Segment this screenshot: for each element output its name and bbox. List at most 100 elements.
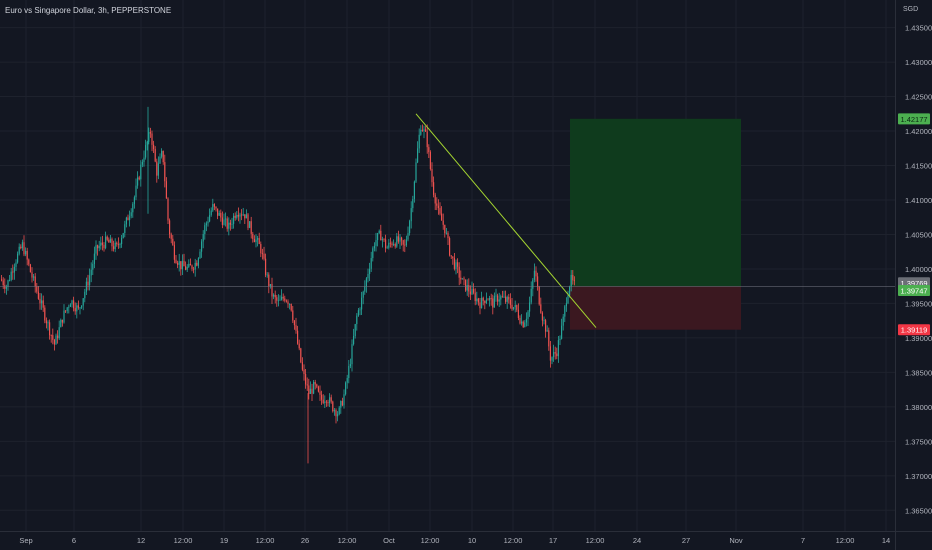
candle-body: [181, 260, 183, 270]
candle-body: [325, 401, 327, 403]
candle-body: [225, 218, 227, 220]
candle-body: [189, 263, 191, 266]
candle-body: [138, 177, 140, 180]
candle-body: [186, 266, 188, 270]
candle-body: [15, 262, 17, 267]
candle-body: [353, 335, 355, 345]
candle-body: [130, 212, 132, 217]
candle-body: [417, 148, 419, 163]
candle-body: [573, 280, 575, 282]
entry-price-tag-bg: [898, 285, 930, 297]
candle-body: [213, 204, 215, 207]
candle-body: [68, 306, 70, 308]
candle-body: [137, 177, 139, 186]
candle-body: [202, 234, 204, 242]
candle-body: [361, 297, 363, 310]
candle-body: [425, 129, 427, 132]
candle-body: [173, 245, 175, 260]
candle-body: [301, 362, 303, 370]
candle-body: [229, 222, 231, 225]
candle-body: [324, 401, 326, 403]
x-tick-label: 12:00: [174, 536, 193, 545]
x-tick-label: Oct: [383, 536, 396, 545]
candle-body: [5, 286, 7, 289]
candle-body: [460, 277, 462, 280]
candle-body: [516, 305, 518, 310]
candle-body: [532, 279, 534, 289]
candle-body: [18, 246, 20, 254]
candle-body: [165, 181, 167, 199]
candle-body: [452, 256, 454, 259]
candle-body: [285, 300, 287, 302]
candle-body: [231, 223, 233, 225]
candle-body: [250, 221, 252, 234]
candle-body: [468, 285, 470, 292]
x-tick-label: 10: [468, 536, 476, 545]
candle-body: [554, 352, 556, 354]
candle-body: [74, 308, 76, 312]
candle-body: [95, 245, 97, 254]
candle-body: [517, 309, 519, 318]
y-tick-label: 1.40500: [905, 230, 932, 239]
candle-body: [39, 298, 41, 304]
candle-body: [378, 230, 380, 234]
candle-body: [521, 321, 523, 324]
candle-body: [276, 297, 278, 301]
candle-body: [236, 214, 238, 218]
candle-body: [180, 261, 182, 270]
candle-body: [511, 304, 513, 310]
x-tick-label: 12:00: [836, 536, 855, 545]
candle-body: [49, 322, 51, 336]
candle-body: [444, 224, 446, 234]
candle-body: [394, 244, 396, 247]
candle-body: [161, 150, 163, 157]
candle-body: [2, 280, 4, 286]
candle-body: [209, 215, 211, 222]
candle-body: [519, 317, 521, 324]
candle-body: [493, 296, 495, 308]
candle-body: [65, 310, 67, 312]
candle-body: [284, 298, 286, 301]
candle-body: [423, 129, 425, 131]
candle-body: [223, 219, 225, 225]
candle-body: [433, 182, 435, 195]
candle-body: [482, 297, 484, 301]
candle-body: [21, 242, 23, 249]
candle-body: [322, 399, 324, 403]
x-tick-label: 7: [801, 536, 805, 545]
candle-body: [269, 283, 271, 287]
candle-body: [45, 320, 47, 324]
candle-body: [399, 237, 401, 242]
candle-body: [492, 298, 494, 308]
candle-body: [61, 319, 63, 323]
candle-body: [220, 212, 222, 218]
candle-body: [383, 238, 385, 240]
candle-body: [146, 141, 148, 146]
candle-body: [535, 270, 537, 277]
candle-body: [245, 214, 247, 219]
candle-body: [212, 204, 214, 211]
candle-body: [357, 310, 359, 316]
candle-body: [210, 210, 212, 216]
y-tick-label: 1.38500: [905, 368, 932, 377]
candle-body: [33, 276, 35, 278]
candle-body: [42, 300, 44, 308]
candle-body: [66, 307, 68, 311]
time-axis[interactable]: Sep 6 12 12:00 19 12:00 26 12:00 Oct 12:00 10 12:00…: [19, 536, 890, 545]
y-tick-label: 1.39000: [905, 334, 932, 343]
candle-body: [124, 224, 126, 234]
price-axis[interactable]: 1.43500 1.43000 1.42500 1.42000 1.41500 1.410…: [905, 24, 932, 516]
candle-body: [359, 309, 361, 311]
candle-body: [183, 260, 185, 267]
x-tick-label: 12:00: [421, 536, 440, 545]
x-tick-label: 27: [682, 536, 690, 545]
candle-body: [428, 147, 430, 153]
candle-body: [485, 299, 487, 303]
candle-body: [90, 269, 92, 276]
candle-body: [316, 384, 318, 387]
candle-body: [53, 339, 55, 345]
candle-body: [407, 233, 409, 240]
candle-body: [253, 239, 255, 243]
candle-body: [221, 217, 223, 225]
